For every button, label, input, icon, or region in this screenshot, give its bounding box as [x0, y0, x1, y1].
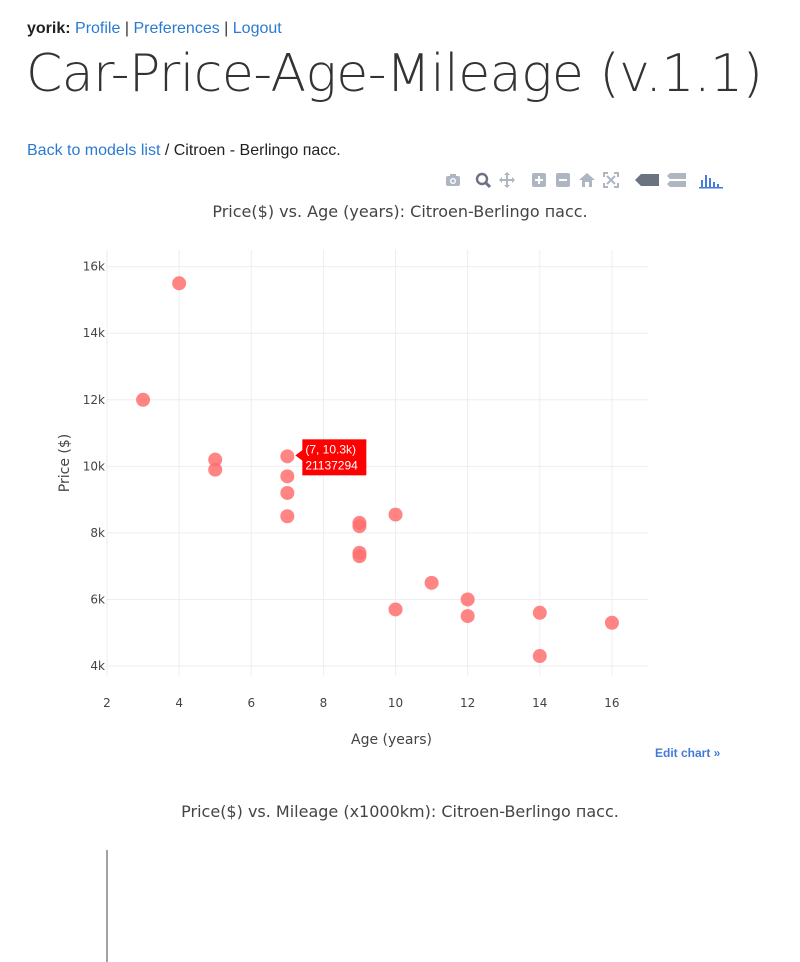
age-price-scatter-plot[interactable]: 2 4 6 8 10 12 14 16 4k 6k 8k 10k 12k 14k 16k Age (years…: [0, 250, 800, 770]
data-point[interactable]: [208, 452, 223, 467]
zoom-out-icon[interactable]: [554, 171, 574, 191]
preferences-link[interactable]: Preferences: [133, 20, 220, 37]
tooltip-pointer: [295, 449, 304, 462]
autoscale-icon[interactable]: [602, 171, 622, 191]
breadcrumb-current: Citroen - Berlingo пасс.: [173, 142, 341, 159]
zoom-in-icon[interactable]: [530, 171, 550, 191]
data-point[interactable]: [280, 485, 295, 500]
x-tick-label: 8: [320, 696, 328, 710]
x-tick-label: 14: [532, 696, 547, 710]
x-tick-label: 6: [247, 696, 255, 710]
data-point[interactable]: [460, 609, 475, 624]
hover-closest-icon[interactable]: [634, 171, 660, 191]
logout-link[interactable]: Logout: [232, 20, 282, 37]
user-bar: yorik: Profile | Preferences | Logout: [27, 20, 282, 38]
y-tick-label: 6k: [90, 592, 105, 606]
x-axis-title: Age (years): [351, 732, 432, 748]
data-point[interactable]: [532, 649, 547, 664]
data-point[interactable]: [136, 392, 151, 407]
camera-icon[interactable]: [444, 171, 464, 191]
back-to-models-link[interactable]: Back to models list: [27, 142, 161, 159]
tooltip-coordinates: (7, 10.3k): [305, 442, 356, 456]
x-tick-label: 12: [460, 696, 475, 710]
chart-title-mileage: Price($) vs. Mileage (x1000km): Citroen-…: [181, 802, 619, 821]
username: yorik:: [27, 20, 71, 37]
data-point[interactable]: [352, 519, 367, 534]
hover-compare-icon[interactable]: [666, 171, 688, 191]
profile-link[interactable]: Profile: [75, 20, 121, 37]
data-point[interactable]: [280, 509, 295, 524]
y-tick-label: 4k: [90, 659, 105, 673]
y-tick-label: 8k: [90, 526, 105, 540]
y-axis-title: Price ($): [57, 434, 73, 492]
x-tick-label: 16: [604, 696, 619, 710]
data-point[interactable]: [352, 549, 367, 564]
y-tick-label: 14k: [83, 326, 105, 340]
data-point[interactable]: [424, 575, 439, 590]
data-point[interactable]: [604, 615, 619, 630]
zoom-icon[interactable]: [474, 171, 494, 191]
series-points: [136, 276, 619, 664]
plotly-logo-icon[interactable]: [698, 171, 724, 191]
data-point[interactable]: [280, 449, 295, 464]
hover-tooltip: (7, 10.3k) 21137294: [295, 439, 367, 476]
chart-title: Price($) vs. Age (years): Citroen-Berlin…: [212, 202, 588, 221]
x-tick-label: 2: [103, 696, 111, 710]
data-point[interactable]: [532, 605, 547, 620]
data-point[interactable]: [460, 592, 475, 607]
page-title: Car-Price-Age-Mileage (v.1.1): [26, 44, 763, 104]
y-tick-label: 16k: [83, 260, 105, 274]
separator: |: [224, 20, 229, 37]
x-tick-label: 10: [388, 696, 403, 710]
data-point[interactable]: [280, 469, 295, 484]
y-tick-label: 10k: [83, 459, 105, 473]
home-icon[interactable]: [578, 171, 598, 191]
data-point[interactable]: [388, 507, 403, 522]
tooltip-id: 21137294: [305, 458, 358, 472]
data-point[interactable]: [388, 602, 403, 617]
grid: [106, 250, 648, 676]
edit-chart-link[interactable]: Edit chart »: [655, 746, 721, 760]
x-tick-label: 4: [175, 696, 183, 710]
separator: |: [124, 20, 129, 37]
pan-icon[interactable]: [498, 171, 518, 191]
tooltip-box: [302, 439, 367, 476]
breadcrumb: Back to models list / Citroen - Berlingo…: [27, 142, 341, 160]
y-tick-label: 12k: [83, 393, 105, 407]
breadcrumb-separator: /: [164, 142, 170, 159]
data-point[interactable]: [208, 462, 223, 477]
data-point[interactable]: [172, 276, 187, 291]
